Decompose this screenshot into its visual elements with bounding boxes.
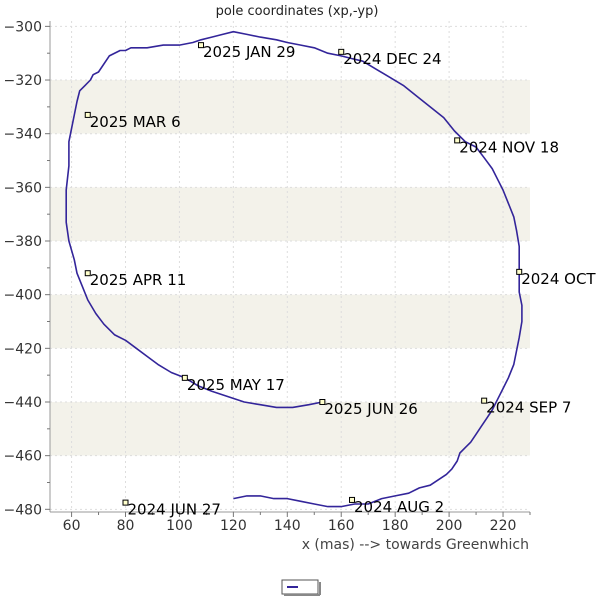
grid-band: [50, 455, 530, 510]
annotation-marker: [84, 270, 91, 277]
x-tick-label: 180: [382, 518, 409, 534]
y-tick-label: −440: [4, 395, 42, 411]
annotation-label: 2024 DEC 24: [343, 50, 441, 68]
legend: [281, 579, 321, 596]
annotation-label: 2024 AUG 2: [354, 498, 444, 516]
annotation-label: 2024 NOV 18: [459, 138, 559, 156]
y-tick-label: −380: [4, 234, 42, 250]
annotation-label: 2025 MAY 17: [187, 376, 285, 394]
axes: 60 80 100 120 140 160 180 200 220 −300 −320 −340 −36…: [4, 19, 531, 534]
annotation-marker: [181, 374, 188, 381]
annotation-marker: [84, 111, 91, 118]
x-axis-label: x (mas) --> towards Greenwhich: [302, 537, 529, 553]
x-tick-label: 60: [63, 518, 81, 534]
y-tick-label: −320: [4, 73, 42, 89]
annotation-label: 2025 APR 11: [90, 271, 187, 289]
annotations-group: 2024 JUN 27 2024 AUG 2 2024 SEP 7 2024 OCT 2…: [84, 42, 596, 519]
y-tick-label: −300: [4, 19, 42, 35]
annotation-marker: [338, 48, 345, 55]
grid-band: [50, 187, 530, 242]
annotation-label: 2024 SEP 7: [486, 399, 571, 417]
x-tick-label: 160: [328, 518, 355, 534]
y-tick-label: −480: [4, 502, 42, 518]
x-tick-label: 220: [490, 518, 517, 534]
y-tick-label: −400: [4, 288, 42, 304]
y-tick-label: −420: [4, 341, 42, 357]
x-tick-label: 200: [436, 518, 463, 534]
annotation-label: 2025 JUN 26: [324, 400, 417, 418]
x-tick-label: 140: [274, 518, 301, 534]
annotation-marker: [349, 496, 356, 503]
x-tick-label: 120: [220, 518, 247, 534]
y-tick-label: −360: [4, 180, 42, 196]
annotation-label: 2025 MAR 6: [90, 113, 181, 131]
annotation-label: 2025 JAN 29: [203, 43, 295, 61]
annotation-marker: [319, 398, 326, 405]
y-tick-label: −460: [4, 449, 42, 465]
grid-band: [50, 241, 530, 295]
annotation-label: 2024 OCT: [521, 270, 596, 288]
series-group: [65, 30, 523, 508]
annotation-marker: [481, 397, 488, 404]
annotation-marker: [122, 499, 129, 506]
annotation-marker: [198, 42, 205, 49]
grid-band: [50, 133, 530, 188]
grid-band: [50, 294, 530, 349]
x-tick-label: 100: [166, 518, 193, 534]
chart-title: pole coordinates (xp,-yp): [216, 4, 379, 19]
annotation-marker: [454, 137, 461, 144]
annotation-label: 2024 JUN 27: [128, 501, 221, 519]
grid-band: [50, 401, 530, 456]
grid-band: [50, 348, 530, 402]
series-line: [65, 30, 523, 508]
y-tick-label: −340: [4, 127, 42, 143]
grid-band: [50, 26, 530, 81]
x-tick-label: 80: [117, 518, 135, 534]
annotation-marker: [516, 268, 523, 275]
grid-bands: [50, 26, 530, 510]
